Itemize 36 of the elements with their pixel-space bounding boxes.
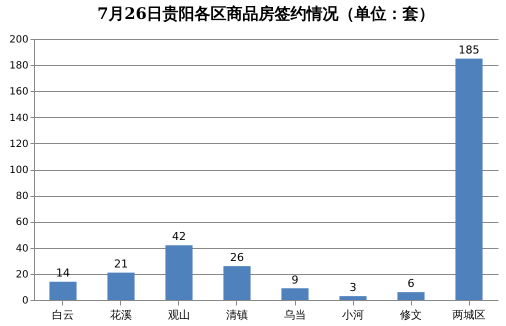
chart-title: 7月26日贵阳各区商品房签约情况（单位：套） [97, 4, 435, 23]
y-tick-label: 40 [16, 243, 28, 254]
bar [165, 245, 193, 300]
data-label: 9 [292, 273, 298, 286]
x-tick-label: 观山 [168, 308, 190, 322]
y-tick-label: 100 [9, 165, 28, 176]
y-tick-label: 60 [16, 217, 28, 228]
y-tick-label: 160 [9, 86, 28, 98]
x-tick-label: 乌当 [284, 308, 306, 322]
data-label: 3 [350, 281, 356, 294]
data-label: 21 [114, 258, 128, 271]
x-tick-label: 花溪 [110, 308, 132, 322]
data-label: 14 [56, 266, 70, 280]
x-tick-label: 清镇 [226, 308, 248, 322]
y-tick-label: 200 [9, 34, 28, 46]
data-label: 185 [458, 44, 480, 57]
data-label: 6 [408, 277, 414, 290]
y-tick-label: 120 [9, 138, 28, 150]
x-tick-label: 白云 [52, 308, 74, 322]
y-tick-label: 0 [22, 296, 28, 306]
y-tick-label: 180 [9, 60, 28, 72]
data-label: 26 [230, 251, 244, 264]
bar [107, 272, 135, 300]
x-tick-label: 两城区 [452, 308, 486, 322]
y-tick-label: 140 [9, 112, 28, 124]
bar [397, 292, 425, 300]
bar [49, 282, 77, 300]
x-tick-label: 小河 [342, 308, 364, 322]
y-tick-label: 80 [16, 191, 28, 202]
y-tick-label: 20 [16, 269, 28, 280]
bar [223, 266, 251, 300]
x-tick-label: 修文 [400, 308, 422, 322]
bar [281, 288, 309, 300]
bar [455, 58, 483, 300]
data-label: 42 [172, 230, 186, 244]
bar [339, 296, 367, 300]
